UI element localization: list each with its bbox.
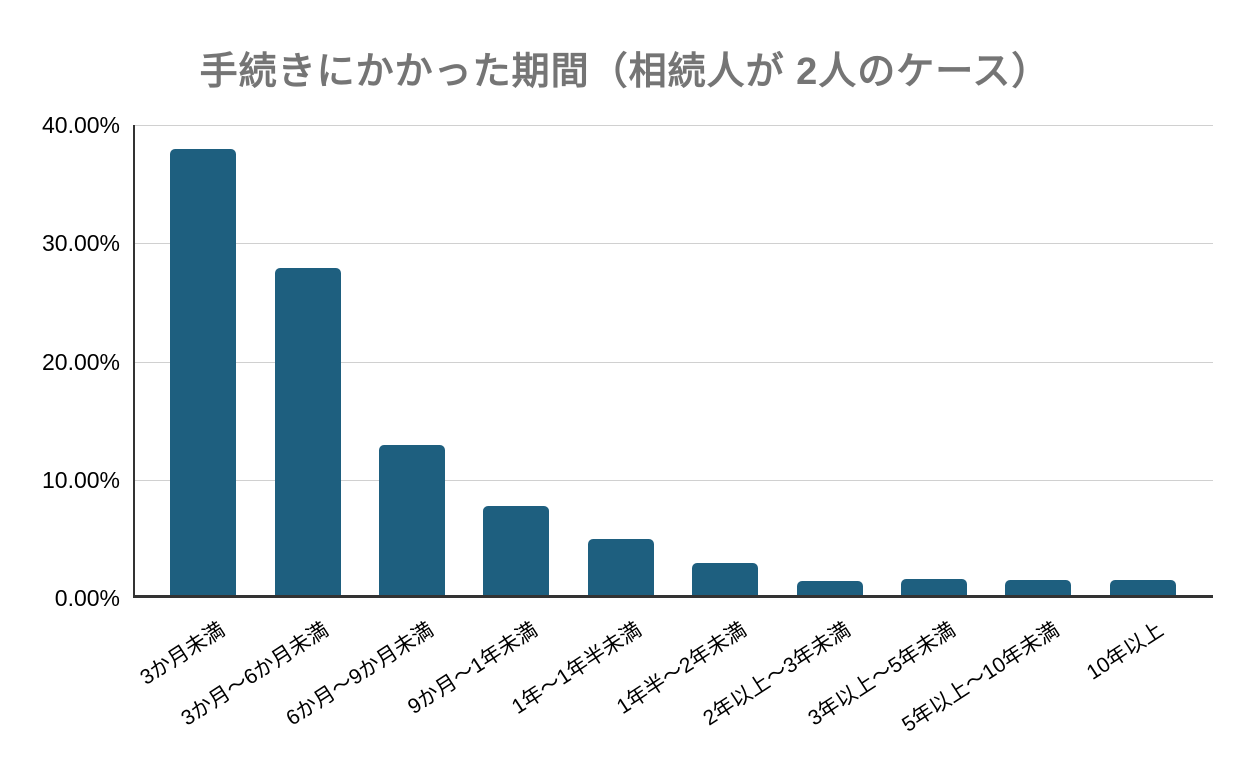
bar (483, 505, 550, 595)
bar-slot (777, 125, 881, 595)
x-axis-label: 10年以上 (1083, 618, 1169, 685)
gridline (135, 361, 1213, 363)
gridline (135, 243, 1213, 245)
bar (1005, 579, 1072, 595)
plot-area (133, 125, 1213, 598)
bar-slot (360, 125, 464, 595)
gridline (135, 125, 1213, 126)
bar (796, 580, 863, 595)
x-axis: 3か月未満 3か月～6か月未満 6か月～9か月未満 9か月～1年未満 1年～1年半未満 1… (0, 600, 1250, 773)
bar (587, 538, 654, 595)
y-axis-tick-label: 20.00% (41, 348, 120, 375)
bar-slot (986, 125, 1090, 595)
bar (901, 578, 968, 595)
bar (379, 444, 446, 595)
bar (1109, 579, 1176, 595)
bar-slot (569, 125, 673, 595)
bar-series (151, 125, 1195, 595)
chart-title: 手続きにかかった期間（相続人が 2人のケース） (199, 51, 1051, 93)
y-axis-tick-label: 40.00% (41, 112, 120, 138)
bar-slot (255, 125, 359, 595)
gridline (135, 479, 1213, 481)
bar-slot (151, 125, 255, 595)
y-axis-tick-label: 10.00% (41, 466, 120, 493)
bar-slot (882, 125, 986, 595)
bar-slot (673, 125, 777, 595)
bar (274, 268, 341, 595)
y-axis-tick-label: 30.00% (41, 230, 120, 257)
bar (170, 148, 237, 595)
bar-slot (1091, 125, 1195, 595)
bar-slot (464, 125, 568, 595)
bar (692, 563, 759, 595)
y-axis-tick-label: 0.00% (54, 585, 120, 611)
